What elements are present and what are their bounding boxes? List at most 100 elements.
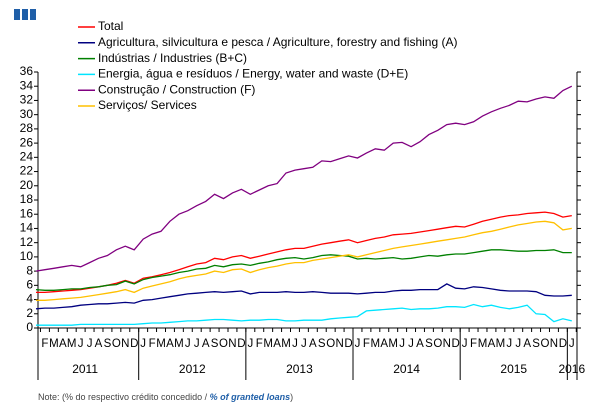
x-group-label: 2013 xyxy=(286,362,313,376)
x-tick-label: M xyxy=(263,338,273,350)
x-tick-label: M xyxy=(371,338,381,350)
x-tick-label: A xyxy=(309,338,317,350)
logo-block xyxy=(30,9,36,20)
y-tick-label: 0 xyxy=(26,320,33,334)
y-tick-label: 12 xyxy=(20,235,34,249)
x-tick-label: F xyxy=(149,338,156,350)
x-tick-label: M xyxy=(496,338,506,350)
x-tick-label: J xyxy=(185,338,191,350)
x-tick-label: N xyxy=(335,338,343,350)
logo-block xyxy=(14,9,20,20)
series-line xyxy=(35,283,572,310)
y-tick-label: 20 xyxy=(20,178,34,192)
x-tick-label: J xyxy=(247,338,253,350)
y-tick-label: 28 xyxy=(20,121,34,135)
x-tick-label: A xyxy=(523,338,531,350)
legend-label: Construção / Construction (F) xyxy=(98,82,255,96)
legend-label: Energia, água e resíduos / Energy, water… xyxy=(98,67,408,81)
x-tick-label: J xyxy=(194,338,200,350)
x-tick-label: O xyxy=(433,338,442,350)
x-tick-label: J xyxy=(506,338,512,350)
y-tick-label: 4 xyxy=(26,292,33,306)
x-tick-label: F xyxy=(41,338,48,350)
series-line xyxy=(36,303,572,326)
x-tick-label: D xyxy=(237,338,245,350)
series-line xyxy=(36,220,572,301)
y-tick-label: 18 xyxy=(20,192,34,206)
x-tick-label: J xyxy=(399,338,405,350)
x-tick-label: D xyxy=(344,338,352,350)
y-tick-label: 8 xyxy=(26,263,33,277)
x-tick-label: J xyxy=(78,338,84,350)
x-group-label: 2012 xyxy=(179,362,206,376)
series-line xyxy=(35,249,572,291)
x-tick-label: J xyxy=(355,338,361,350)
x-group-label: 2011 xyxy=(72,362,98,376)
x-tick-label: J xyxy=(292,338,298,350)
x-tick-label: A xyxy=(166,338,174,350)
y-tick-label: 14 xyxy=(20,221,34,235)
x-tick-label: N xyxy=(550,338,558,350)
x-tick-label: D xyxy=(559,338,567,350)
x-tick-label: J xyxy=(140,338,146,350)
y-tick-label: 34 xyxy=(20,78,34,92)
y-tick-label: 24 xyxy=(20,150,34,164)
y-tick-label: 32 xyxy=(20,93,34,107)
x-tick-label: M xyxy=(174,338,184,350)
y-tick-label: 6 xyxy=(26,278,33,292)
x-group-label: 2015 xyxy=(500,362,527,376)
x-tick-label: S xyxy=(532,338,540,350)
note-end: ) xyxy=(290,392,293,402)
legend-label: Agricultura, silvicultura e pesca / Agri… xyxy=(98,35,457,49)
y-tick-label: 2 xyxy=(26,306,33,320)
x-tick-label: M xyxy=(49,338,59,350)
x-tick-label: M xyxy=(478,338,488,350)
legend-label: Indústrias / Industries (B+C) xyxy=(98,51,247,65)
x-tick-label: A xyxy=(95,338,103,350)
x-tick-label: F xyxy=(256,338,263,350)
x-tick-label: N xyxy=(228,338,236,350)
x-tick-label: A xyxy=(416,338,424,350)
y-tick-label: 26 xyxy=(20,135,34,149)
y-tick-label: 36 xyxy=(20,64,34,78)
logo-block xyxy=(22,9,28,20)
x-tick-label: A xyxy=(59,338,67,350)
y-tick-label: 10 xyxy=(20,249,34,263)
x-tick-label: O xyxy=(326,338,335,350)
x-tick-label: O xyxy=(541,338,550,350)
x-tick-label: J xyxy=(87,338,93,350)
x-group-label: 2016 xyxy=(558,362,585,376)
x-tick-label: S xyxy=(318,338,326,350)
y-tick-label: 30 xyxy=(20,107,34,121)
x-tick-label: O xyxy=(112,338,121,350)
legend-label: Serviços/ Services xyxy=(98,98,197,112)
note-emphasis: % of granted loans xyxy=(210,392,291,402)
x-tick-label: J xyxy=(462,338,468,350)
x-tick-label: F xyxy=(363,338,370,350)
x-tick-label: S xyxy=(211,338,219,350)
x-tick-label: S xyxy=(425,338,433,350)
x-tick-label: O xyxy=(219,338,228,350)
x-tick-label: A xyxy=(380,338,388,350)
note: Note: (% do respectivo crédito concedido… xyxy=(38,392,293,402)
x-tick-label: F xyxy=(470,338,477,350)
series-line xyxy=(35,85,573,272)
y-tick-label: 16 xyxy=(20,206,34,220)
x-group-label: 2014 xyxy=(393,362,420,376)
x-tick-label: N xyxy=(121,338,129,350)
x-tick-label: A xyxy=(273,338,281,350)
x-tick-label: M xyxy=(281,338,291,350)
y-tick-label: 22 xyxy=(20,164,34,178)
x-tick-label: M xyxy=(67,338,77,350)
x-tick-label: N xyxy=(443,338,451,350)
series-line xyxy=(36,211,572,294)
x-tick-label: M xyxy=(388,338,398,350)
x-tick-label: S xyxy=(104,338,112,350)
x-tick-label: A xyxy=(202,338,210,350)
x-tick-label: J xyxy=(408,338,414,350)
x-tick-label: M xyxy=(156,338,166,350)
x-tick-label: A xyxy=(488,338,496,350)
note-text: Note: (% do respectivo crédito concedido… xyxy=(38,392,210,402)
x-tick-label: J xyxy=(301,338,307,350)
